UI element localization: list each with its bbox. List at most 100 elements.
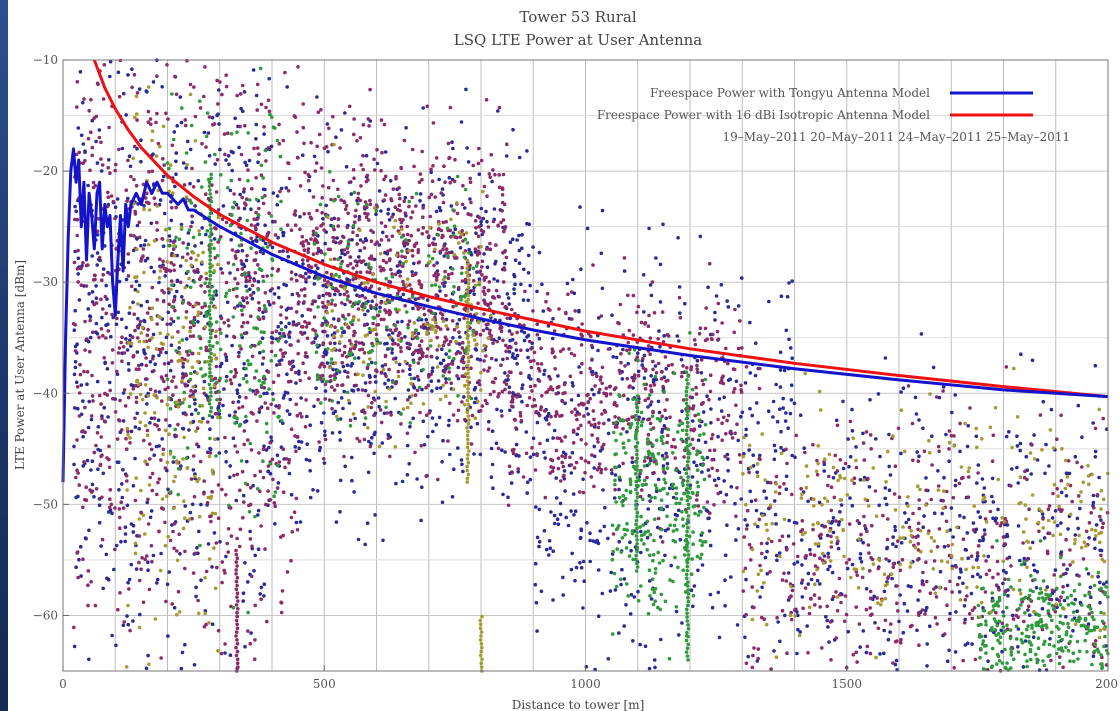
data-point bbox=[350, 238, 354, 242]
data-point bbox=[493, 262, 497, 266]
data-point bbox=[419, 325, 424, 329]
data-point bbox=[160, 178, 165, 183]
data-point bbox=[271, 380, 276, 385]
data-point bbox=[569, 509, 573, 513]
data-point bbox=[858, 556, 863, 560]
data-point bbox=[660, 430, 664, 434]
data-point bbox=[128, 441, 132, 445]
data-point bbox=[434, 278, 439, 282]
data-point bbox=[838, 458, 843, 462]
data-point bbox=[1100, 525, 1105, 530]
data-point bbox=[743, 635, 747, 640]
data-point bbox=[360, 347, 365, 352]
data-point bbox=[654, 489, 659, 494]
data-point bbox=[460, 374, 465, 378]
data-point bbox=[650, 280, 655, 284]
data-point bbox=[237, 145, 241, 150]
data-point bbox=[198, 277, 202, 282]
data-point bbox=[613, 415, 617, 419]
data-point bbox=[346, 211, 350, 216]
data-point bbox=[991, 433, 996, 438]
data-point bbox=[613, 425, 618, 429]
data-point bbox=[239, 259, 244, 263]
data-point bbox=[653, 665, 657, 670]
data-point bbox=[717, 635, 722, 640]
data-point bbox=[226, 261, 231, 265]
data-point bbox=[135, 147, 139, 151]
data-point bbox=[1094, 523, 1099, 527]
data-point bbox=[152, 269, 156, 274]
data-point bbox=[990, 545, 995, 549]
data-point bbox=[987, 568, 992, 573]
data-point bbox=[146, 109, 151, 114]
data-point bbox=[81, 557, 85, 561]
data-point bbox=[724, 432, 728, 436]
data-point bbox=[186, 231, 191, 235]
data-point bbox=[562, 382, 567, 387]
data-point bbox=[223, 352, 228, 357]
data-point bbox=[78, 70, 83, 74]
data-point bbox=[420, 149, 425, 154]
data-point bbox=[110, 511, 114, 516]
data-point bbox=[106, 190, 110, 195]
data-point bbox=[631, 333, 636, 337]
data-point bbox=[969, 591, 974, 596]
data-point bbox=[303, 293, 307, 298]
data-point bbox=[450, 361, 454, 366]
data-point bbox=[906, 584, 911, 588]
data-point bbox=[127, 577, 132, 582]
data-point bbox=[435, 386, 439, 391]
data-point bbox=[216, 628, 221, 633]
data-point bbox=[434, 422, 439, 427]
data-point bbox=[279, 610, 284, 615]
data-point bbox=[1101, 416, 1105, 421]
data-point bbox=[715, 468, 720, 473]
data-point bbox=[373, 294, 378, 299]
data-point bbox=[961, 658, 965, 663]
data-point bbox=[708, 389, 713, 394]
data-point bbox=[866, 543, 871, 547]
data-point bbox=[783, 613, 787, 618]
data-point bbox=[73, 249, 77, 254]
data-point bbox=[256, 263, 260, 267]
data-point bbox=[582, 579, 586, 583]
data-point bbox=[831, 475, 836, 480]
data-point bbox=[803, 586, 808, 590]
data-point bbox=[839, 503, 844, 507]
data-point bbox=[160, 399, 164, 403]
data-point bbox=[164, 111, 168, 116]
data-point bbox=[172, 521, 177, 526]
data-point bbox=[467, 247, 472, 252]
data-point bbox=[242, 187, 246, 191]
data-point bbox=[876, 392, 881, 396]
data-point bbox=[257, 152, 261, 156]
data-point bbox=[825, 618, 829, 623]
data-point bbox=[466, 160, 471, 164]
data-point bbox=[266, 370, 271, 374]
data-point bbox=[321, 341, 326, 345]
data-point bbox=[214, 190, 219, 194]
data-point bbox=[418, 199, 422, 203]
data-point bbox=[734, 379, 739, 384]
data-point bbox=[236, 218, 241, 223]
data-point bbox=[156, 141, 161, 146]
data-point bbox=[285, 85, 290, 89]
data-point bbox=[701, 401, 705, 405]
data-point bbox=[98, 463, 103, 468]
data-point bbox=[471, 278, 476, 283]
data-point bbox=[292, 510, 297, 514]
data-point bbox=[281, 233, 286, 238]
data-point bbox=[183, 642, 187, 647]
data-point bbox=[190, 166, 194, 171]
data-point bbox=[332, 388, 337, 392]
data-point bbox=[266, 299, 271, 304]
data-point bbox=[1000, 649, 1004, 654]
data-point bbox=[407, 204, 411, 209]
data-point bbox=[240, 267, 245, 271]
data-point bbox=[372, 157, 376, 162]
data-point bbox=[164, 350, 168, 355]
data-point bbox=[241, 321, 246, 325]
data-point bbox=[602, 442, 606, 447]
data-point bbox=[487, 280, 492, 284]
data-point bbox=[237, 383, 242, 387]
